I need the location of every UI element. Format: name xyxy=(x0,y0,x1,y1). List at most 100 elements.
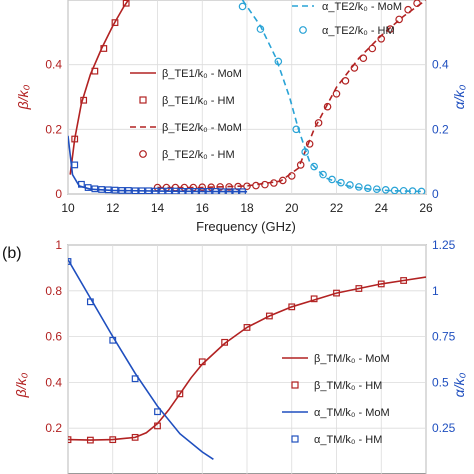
data-point xyxy=(417,187,426,194)
y2-tick-label: 0 xyxy=(432,187,439,201)
data-point xyxy=(131,187,139,194)
data-point xyxy=(332,89,341,98)
data-point xyxy=(296,161,305,169)
legend-b: β_TM/k₀ - MoM β_TM/k₀ - HM α_TM/k₀ - MoM α_… xyxy=(282,353,390,446)
data-point xyxy=(111,19,119,27)
data-point xyxy=(274,57,283,66)
data-point xyxy=(118,187,126,194)
legend-label: α_TM/k₀ - HM xyxy=(314,434,382,446)
data-point xyxy=(109,436,117,444)
data-point xyxy=(104,186,112,194)
y-tick-label: 1 xyxy=(55,238,62,252)
legend-label: β_TM/k₀ - MoM xyxy=(314,353,390,365)
legend-label: β_TE2/k₀ - MoM xyxy=(162,122,242,134)
y-tick-label: 0.8 xyxy=(45,284,62,298)
data-point xyxy=(288,303,296,311)
data-point xyxy=(68,436,72,444)
data-point xyxy=(355,183,363,191)
panel-label-b: (b) xyxy=(2,245,22,262)
legend-label: β_TE1/k₀ - HM xyxy=(162,95,235,107)
data-point xyxy=(364,184,372,192)
data-point xyxy=(390,186,399,194)
y2-tick-label: 0.75 xyxy=(432,330,456,344)
data-point xyxy=(404,5,412,14)
data-point xyxy=(111,186,119,194)
data-point xyxy=(395,15,403,24)
data-point xyxy=(381,185,390,194)
series-line-0-6 xyxy=(241,0,422,193)
legend-swatch xyxy=(139,150,147,158)
data-point xyxy=(225,188,233,194)
data-point xyxy=(71,135,79,143)
data-point xyxy=(377,34,386,43)
data-point xyxy=(341,77,350,85)
data-point xyxy=(399,186,408,194)
data-point xyxy=(91,185,99,193)
legend-swatch xyxy=(139,96,147,104)
y2-tick-label: 0.4 xyxy=(432,58,449,72)
y-tick-label: 0.2 xyxy=(45,421,62,435)
data-point xyxy=(408,187,417,194)
series-b xyxy=(68,258,426,460)
data-point xyxy=(185,188,193,194)
legend-label: β_TE1/k₀ - MoM xyxy=(162,68,242,80)
y-tick-label: 0.4 xyxy=(45,375,62,389)
data-point xyxy=(261,180,269,189)
data-point xyxy=(145,187,152,194)
y2-tick-label: 1 xyxy=(432,284,439,298)
x-tick-label: 22 xyxy=(330,201,344,215)
data-point xyxy=(287,172,296,180)
data-point xyxy=(151,187,159,194)
series-line-0-4 xyxy=(68,135,248,193)
data-point xyxy=(86,436,94,444)
data-point xyxy=(218,188,226,194)
data-point xyxy=(310,295,318,303)
data-point xyxy=(100,45,108,52)
data-point xyxy=(243,324,251,331)
data-point xyxy=(400,277,408,284)
data-point xyxy=(270,179,278,187)
data-point xyxy=(198,183,207,192)
data-point xyxy=(71,161,79,169)
x-tick-label: 18 xyxy=(240,201,254,215)
data-point xyxy=(109,336,117,344)
series-line-1-0 xyxy=(68,276,426,441)
data-point xyxy=(333,289,340,297)
y2-tick-label: 0.5 xyxy=(432,375,449,389)
y2-tick-label: 0.2 xyxy=(432,122,449,136)
data-point xyxy=(225,183,233,191)
data-point xyxy=(131,375,139,383)
y2-tick-label: 0.25 xyxy=(432,421,456,435)
data-point xyxy=(265,312,273,320)
x-tick-label: 10 xyxy=(61,201,75,215)
data-point xyxy=(154,422,161,430)
data-point xyxy=(278,176,287,185)
x-tick-label: 20 xyxy=(285,201,299,215)
data-point xyxy=(323,102,332,111)
y-tick-label: 0.2 xyxy=(45,122,62,136)
data-point xyxy=(158,187,166,194)
series-a xyxy=(68,0,426,194)
data-point xyxy=(301,148,309,156)
data-point xyxy=(221,338,229,346)
x-tick-label: 12 xyxy=(106,201,120,215)
data-point xyxy=(78,180,85,188)
data-point xyxy=(319,170,327,179)
data-point xyxy=(154,408,161,416)
data-point xyxy=(86,298,94,306)
x-tick-label: 16 xyxy=(196,201,210,215)
y-tick-label: 0.4 xyxy=(45,58,62,72)
data-point xyxy=(305,140,314,148)
legend-label: β_TM/k₀ - HM xyxy=(314,380,382,392)
y2-axis-label-b: α/k₀ xyxy=(451,373,467,398)
series-line-1-2 xyxy=(68,259,214,460)
y-tick-label: 0.6 xyxy=(45,330,62,344)
data-point xyxy=(372,185,381,193)
data-point xyxy=(368,44,377,53)
grid-a xyxy=(67,0,427,195)
data-point xyxy=(198,188,206,194)
legend-swatch xyxy=(291,381,299,389)
legend-a: β_TE1/k₀ - MoM β_TE1/k₀ - HM β_TE2/k₀ - Mo… xyxy=(130,1,402,161)
